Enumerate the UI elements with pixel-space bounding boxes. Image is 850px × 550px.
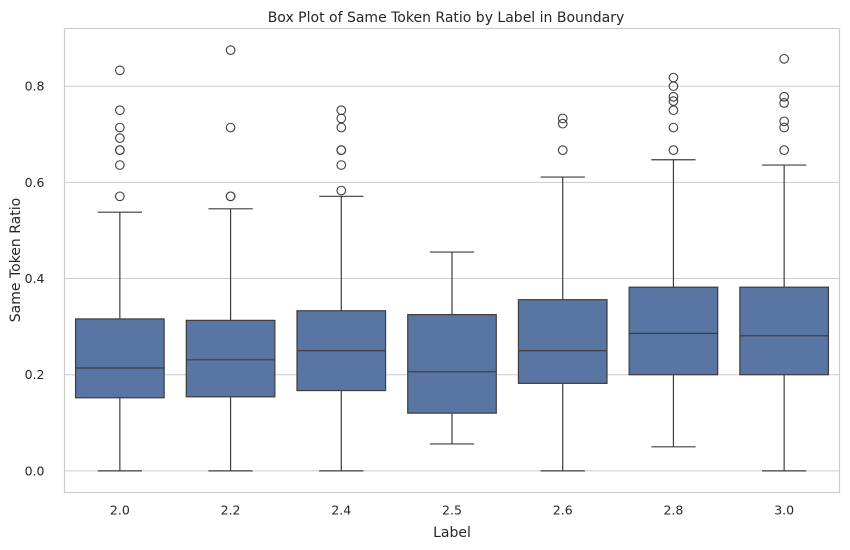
y-tick-label: 0.8 [25, 79, 45, 94]
outlier-point [668, 122, 679, 133]
outlier-point [336, 105, 347, 116]
y-axis-label: Same Token Ratio [8, 198, 24, 322]
outlier-point [115, 122, 125, 133]
x-tick-label: 2.0 [110, 503, 130, 518]
x-tick-label: 2.2 [221, 503, 241, 518]
x-tick-labels: 2.0 2.2 2.4 2.5 2.6 2.8 3.0 [110, 503, 794, 518]
outlier-point [115, 191, 125, 202]
outlier-point [336, 185, 347, 196]
x-tick-label: 2.4 [331, 503, 351, 518]
outlier-point [225, 45, 236, 55]
chart-title: Box Plot of Same Token Ratio by Label in… [268, 10, 625, 26]
outlier-point [779, 145, 789, 155]
iqr-box [517, 299, 608, 384]
outlier-point [115, 133, 125, 143]
box-group-2.5 [407, 251, 497, 445]
outlier-point [557, 145, 568, 155]
boxes [74, 45, 830, 472]
outlier-point [779, 116, 789, 127]
outlier-point [225, 191, 236, 202]
outlier-point [115, 145, 125, 155]
outlier-point [779, 98, 789, 108]
outlier-point [336, 122, 347, 133]
box-group-2.6 [517, 113, 608, 472]
outlier-point [779, 53, 789, 64]
box-group-2.8 [628, 72, 719, 448]
x-tick-label: 2.5 [442, 503, 462, 518]
outlier-point [115, 65, 125, 76]
x-tick-label: 2.8 [663, 503, 683, 518]
outlier-point [668, 96, 679, 106]
outlier-point [557, 113, 568, 124]
outlier-point [668, 72, 679, 83]
x-tick-label: 3.0 [774, 503, 794, 518]
x-axis-label: Label [433, 525, 471, 541]
iqr-box [628, 286, 719, 376]
plot-frame [63, 27, 841, 494]
iqr-box [739, 286, 830, 376]
outlier-point [225, 122, 236, 133]
x-tick-label: 2.6 [553, 503, 573, 518]
y-tick-label: 0.4 [25, 271, 45, 286]
outlier-point [336, 113, 347, 124]
box-group-2.4 [296, 105, 387, 472]
outlier-point [336, 160, 347, 170]
iqr-box [74, 318, 165, 399]
iqr-box [185, 319, 276, 398]
outlier-point [115, 105, 125, 116]
box-group-2.2 [185, 45, 276, 472]
outlier-point [336, 145, 347, 155]
outlier-point [668, 105, 679, 116]
outlier-point [557, 118, 568, 129]
y-tick-label: 0.0 [25, 463, 45, 478]
y-tick-label: 0.6 [25, 175, 45, 190]
outlier-point [668, 91, 679, 102]
outlier-point [115, 160, 125, 170]
box-group-2.0 [74, 65, 165, 472]
outlier-point [779, 91, 789, 102]
outlier-point [779, 122, 789, 133]
y-tick-label: 0.2 [25, 367, 45, 382]
box-group-3.0 [739, 53, 830, 472]
y-tick-labels: 0.0 0.2 0.4 0.6 0.8 [25, 79, 45, 479]
outlier-point [668, 145, 679, 155]
iqr-box [407, 313, 497, 414]
